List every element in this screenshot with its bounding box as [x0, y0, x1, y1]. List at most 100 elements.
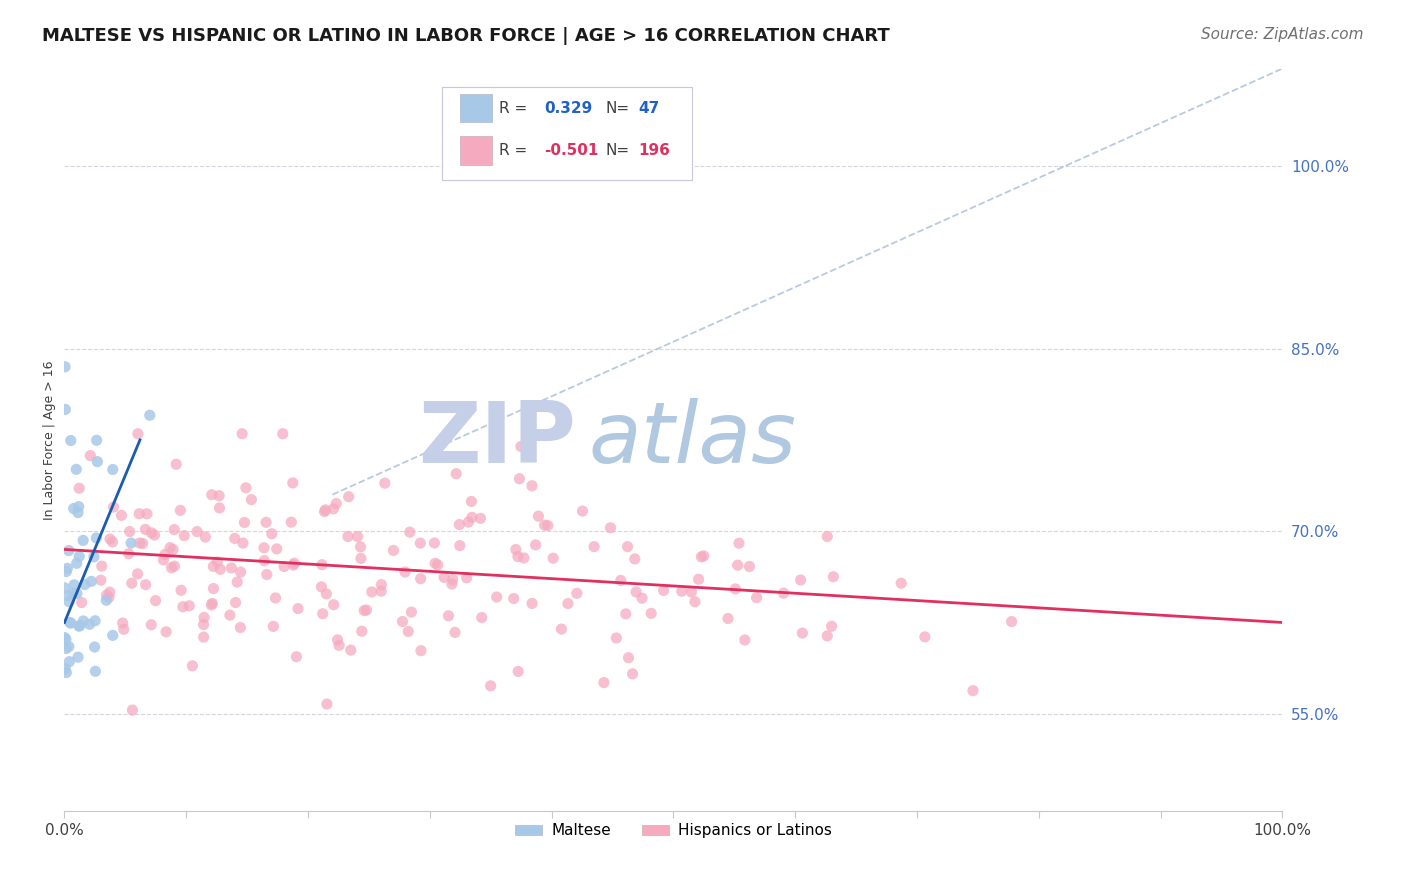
Point: [280, 515, 302, 529]
Point: [70, 596, 93, 610]
Point: [58, 595, 80, 609]
Point: [449, 539, 471, 553]
Point: [111, 615, 134, 630]
Point: [84, 665, 107, 679]
Point: [134, 523, 156, 537]
Point: [103, 500, 125, 514]
Point: [83, 549, 105, 564]
Point: [262, 619, 284, 633]
Point: [224, 532, 246, 546]
Point: [96, 588, 118, 602]
Point: [53, 359, 76, 374]
Point: [423, 557, 446, 571]
Point: [271, 426, 294, 441]
Point: [56, 561, 79, 575]
Text: atlas: atlas: [588, 399, 796, 482]
Point: [173, 528, 195, 542]
Point: [253, 541, 276, 555]
Point: [485, 590, 508, 604]
Point: [311, 558, 333, 572]
Point: [152, 553, 174, 567]
Point: [229, 620, 252, 634]
Point: [86, 455, 108, 469]
Point: [440, 577, 463, 591]
Point: [90, 573, 112, 587]
Point: [550, 622, 572, 636]
Point: [502, 591, 524, 606]
Point: [193, 610, 215, 624]
Point: [426, 558, 449, 572]
Point: [83, 640, 105, 654]
Point: [508, 472, 530, 486]
Point: [382, 543, 405, 558]
Point: [59, 434, 82, 448]
Point: [391, 615, 413, 629]
Point: [79, 449, 101, 463]
Point: [789, 573, 811, 587]
Point: [153, 548, 176, 562]
Point: [571, 504, 593, 518]
Point: [62, 501, 84, 516]
Point: [72, 614, 94, 628]
Point: [98, 591, 121, 605]
Text: MALTESE VS HISPANIC OR LATINO IN LABOR FORCE | AGE > 16 CORRELATION CHART: MALTESE VS HISPANIC OR LATINO IN LABOR F…: [42, 27, 890, 45]
Point: [520, 596, 543, 610]
Point: [350, 551, 373, 566]
Point: [226, 575, 249, 590]
Point: [67, 549, 90, 564]
Point: [541, 551, 564, 566]
Text: Source: ZipAtlas.com: Source: ZipAtlas.com: [1201, 27, 1364, 42]
Point: [394, 565, 416, 579]
Point: [281, 475, 304, 490]
Point: [63, 578, 86, 592]
Point: [159, 541, 181, 555]
Point: [56, 589, 79, 603]
Point: [914, 630, 936, 644]
Point: [110, 508, 132, 523]
Point: [283, 558, 305, 573]
Point: [86, 531, 108, 545]
Point: [360, 585, 382, 599]
Point: [283, 556, 305, 570]
Point: [409, 572, 432, 586]
Point: [652, 583, 675, 598]
Text: 0.329: 0.329: [544, 101, 592, 116]
Point: [131, 536, 153, 550]
Point: [209, 562, 232, 576]
Point: [350, 624, 373, 639]
Point: [326, 632, 349, 647]
Point: [437, 608, 460, 623]
Point: [67, 619, 90, 633]
Point: [120, 536, 142, 550]
Point: [67, 481, 90, 495]
Point: [593, 675, 616, 690]
Point: [165, 457, 187, 471]
Point: [202, 582, 225, 596]
Point: [527, 509, 550, 524]
Point: [533, 518, 555, 533]
Point: [396, 624, 419, 639]
Point: [98, 585, 121, 599]
Point: [200, 598, 222, 612]
Point: [287, 601, 309, 615]
Point: [172, 599, 194, 614]
Point: [143, 528, 166, 542]
Point: [370, 584, 392, 599]
Point: [202, 559, 225, 574]
Point: [374, 476, 396, 491]
Point: [193, 617, 215, 632]
Point: [58, 543, 80, 558]
Point: [565, 586, 588, 600]
Point: [509, 440, 531, 454]
Point: [59, 616, 82, 631]
Point: [353, 603, 375, 617]
Point: [460, 494, 482, 508]
Point: [479, 679, 502, 693]
Point: [121, 576, 143, 591]
Point: [772, 586, 794, 600]
Text: ZIP: ZIP: [418, 399, 576, 482]
Point: [328, 639, 350, 653]
Point: [221, 561, 243, 575]
Point: [683, 595, 706, 609]
Point: [162, 542, 184, 557]
